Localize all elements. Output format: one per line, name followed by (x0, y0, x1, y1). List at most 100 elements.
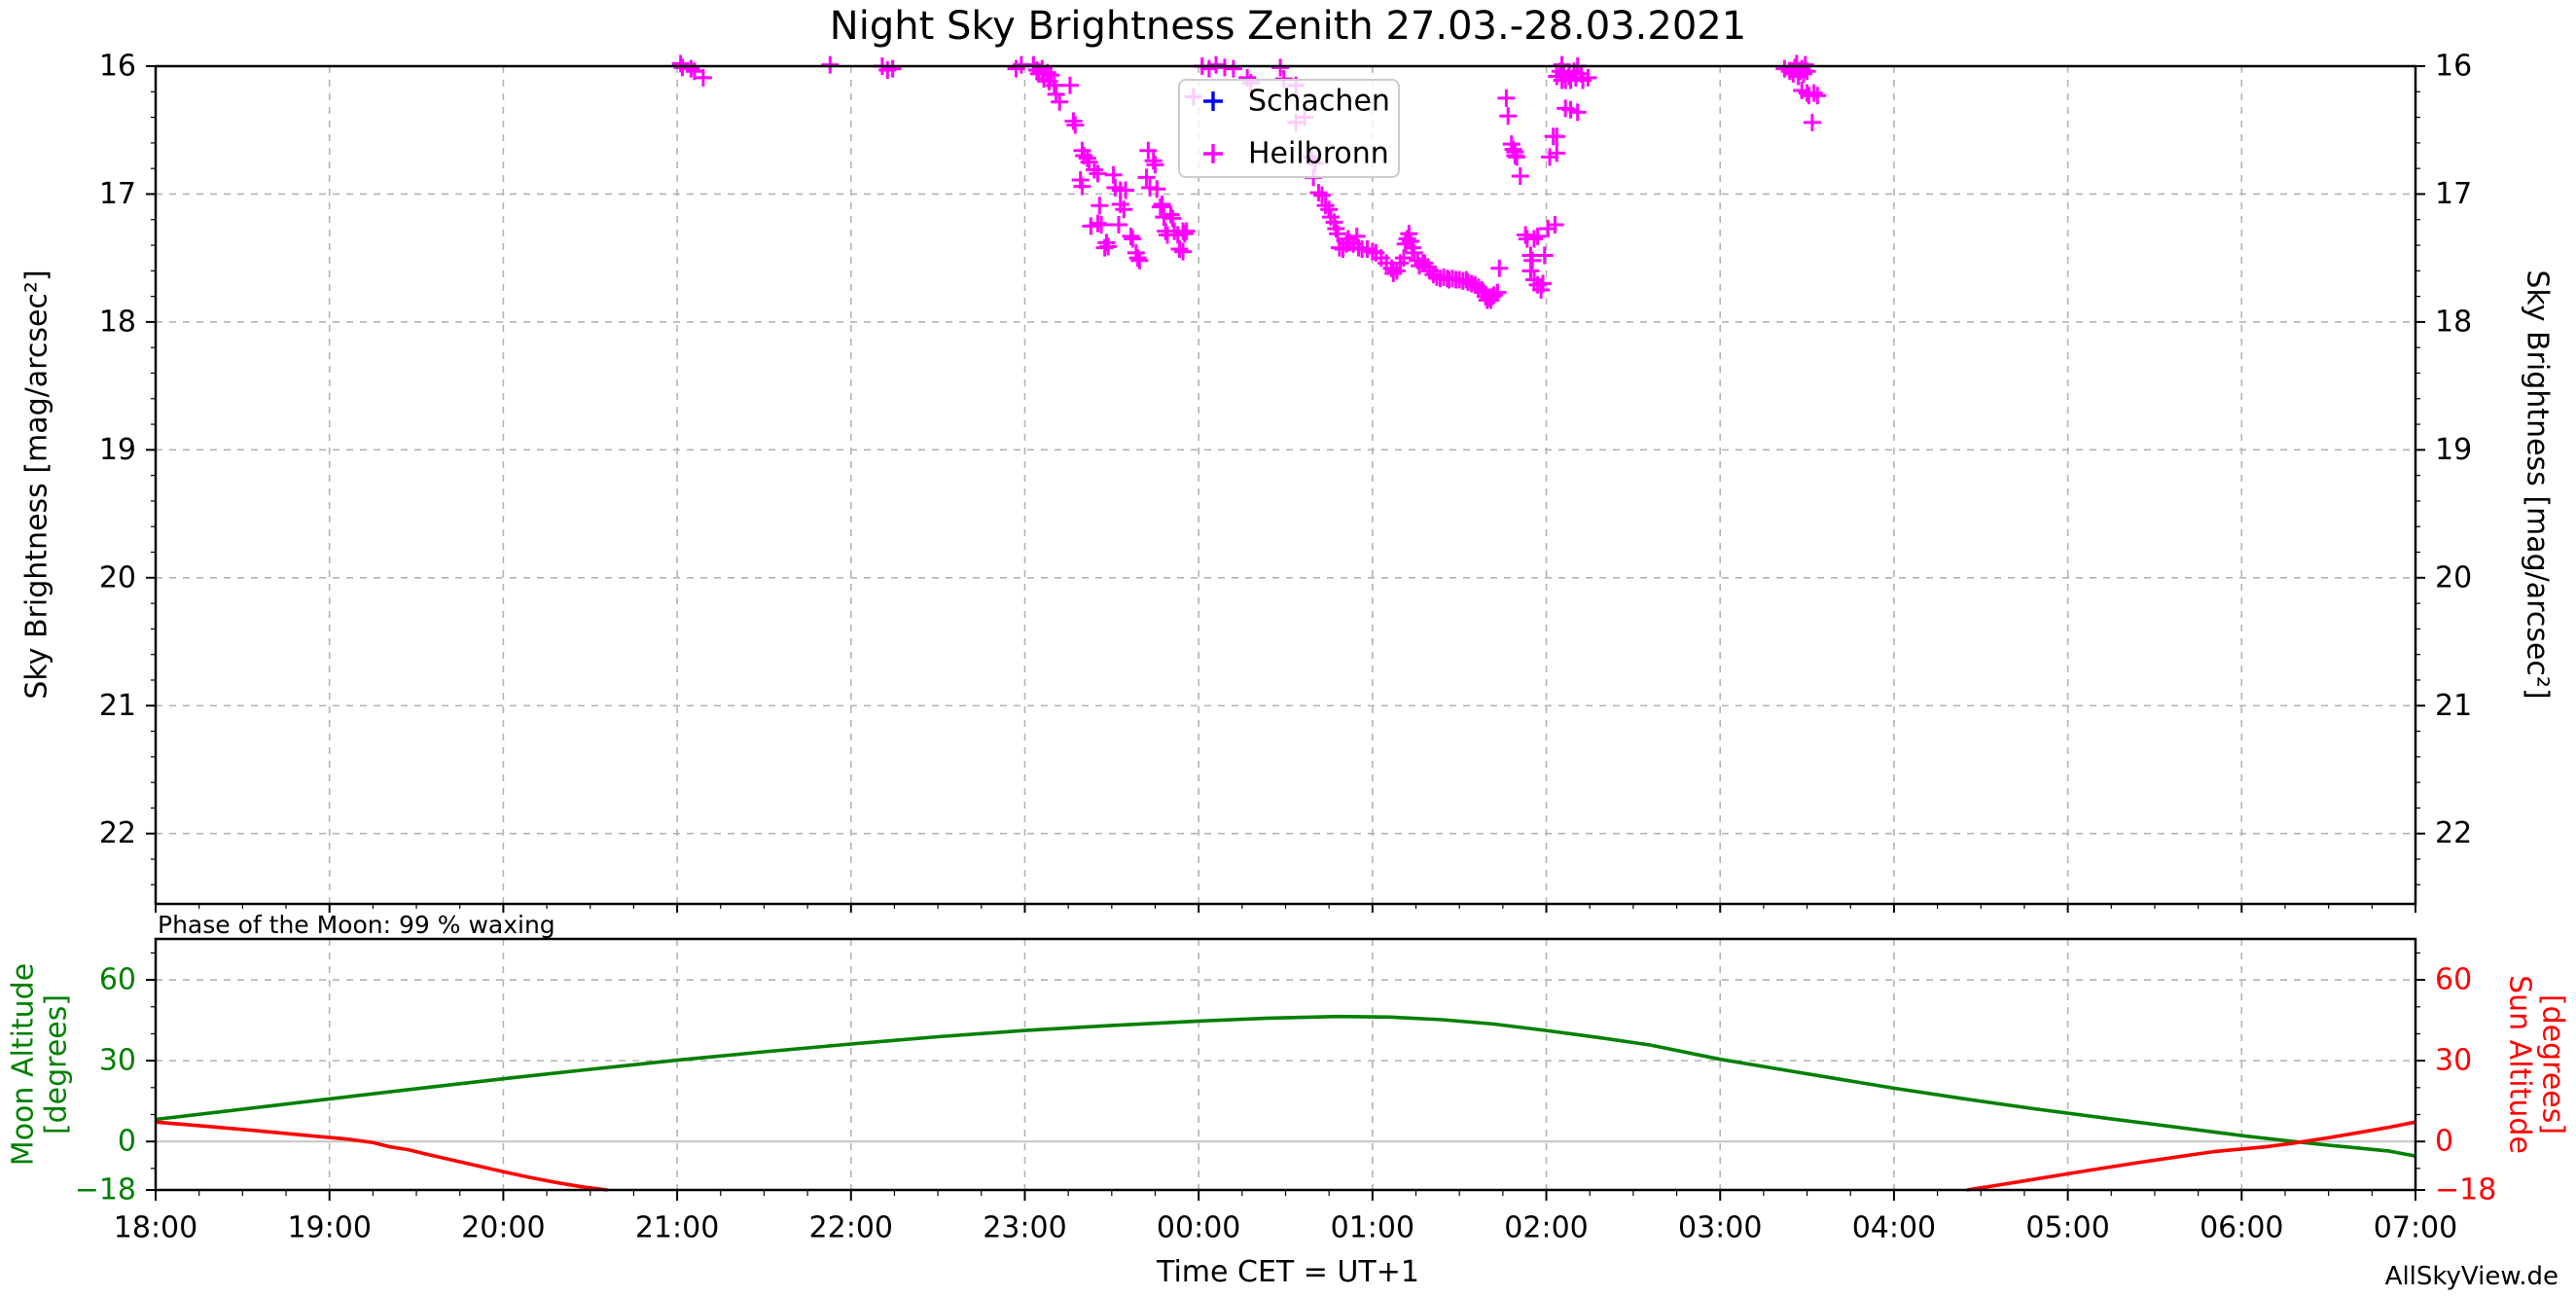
scatter-point (1144, 152, 1163, 170)
sky-brightness-ylabel-right: Sky Brightness [mag/arcsec²] (2520, 270, 2555, 700)
x-tick-label: 18:00 (114, 1211, 197, 1245)
scatter-point (1548, 144, 1566, 162)
sun-y-tick-label: 0 (2435, 1125, 2453, 1159)
scatter-point (1795, 64, 1812, 83)
x-tick-label: 06:00 (2200, 1211, 2283, 1245)
scatter-point (671, 54, 690, 73)
y-tick-label: 18 (2435, 305, 2472, 339)
scatter-point (1523, 251, 1542, 270)
scatter-point (1387, 262, 1406, 280)
scatter-point (1271, 58, 1290, 77)
curve (155, 1014, 2416, 1158)
scatter-point (1122, 227, 1140, 245)
scatter-point (1066, 116, 1085, 134)
x-tick-label: 04:00 (1852, 1211, 1936, 1245)
top-panel-border (154, 64, 2417, 906)
scatter-point (1805, 84, 1823, 102)
scatter-point (1109, 215, 1127, 234)
moon-altitude-ylabel-unit: [degrees] (39, 993, 74, 1135)
x-tick-label: 03:00 (1678, 1211, 1762, 1245)
y-tick-label: 19 (99, 433, 136, 467)
x-tick-label: 20:00 (461, 1211, 545, 1245)
scatter-point (1803, 113, 1821, 131)
scatter-point (1395, 249, 1413, 268)
scatter-point (1808, 87, 1827, 105)
x-tick-label: 21:00 (635, 1211, 719, 1245)
scatter-point (1546, 215, 1564, 234)
sky-brightness-ylabel-left: Sky Brightness [mag/arcsec²] (19, 270, 54, 700)
sun-altitude-ylabel: Sun Altitude (2502, 975, 2537, 1154)
x-tick-label: 05:00 (2025, 1211, 2109, 1245)
scatter-point (1309, 184, 1328, 202)
x-tick-label: 07:00 (2374, 1211, 2457, 1245)
scatter-point (1175, 225, 1194, 243)
scatter-point (1051, 92, 1069, 111)
y-tick-label: 16 (2435, 50, 2472, 84)
scatter-point (1078, 149, 1096, 167)
scatter-point (1579, 68, 1597, 87)
scatter-point (1045, 76, 1063, 94)
scatter-point (1203, 144, 1223, 163)
scatter-point (1329, 225, 1347, 243)
legend: Schachen Heilbronn (1178, 79, 1400, 178)
scatter-point (1535, 246, 1554, 265)
scatter-point (1174, 242, 1193, 261)
scatter-point (1384, 264, 1403, 282)
y-tick-label: 22 (2435, 816, 2472, 850)
x-tick-label: 00:00 (1157, 1211, 1240, 1245)
scatter-point (1490, 259, 1509, 277)
series-moon-curve (155, 1014, 2416, 1158)
scatter-point (1528, 227, 1547, 245)
legend-entry: Schachen (1203, 85, 1390, 119)
legend-box (1178, 79, 1400, 178)
scatter-point (1170, 239, 1189, 258)
moon-altitude-ylabel: Moon Altitude (6, 962, 41, 1167)
scatter-point (1400, 225, 1418, 243)
scatter-point (1060, 76, 1079, 94)
scatter-point (1042, 66, 1060, 85)
sun-y-tick-label: 30 (2435, 1044, 2472, 1078)
scatter-point (821, 55, 840, 74)
y-tick-label: 20 (99, 560, 136, 594)
curve (155, 1120, 608, 1192)
sun-altitude-ylabel-unit: [degrees] (2535, 993, 2570, 1135)
scatter-point (1511, 167, 1529, 186)
scatter-point (1508, 148, 1526, 166)
y-tick-label: 21 (2435, 689, 2472, 723)
scatter-point (883, 59, 902, 78)
top-panel-axes: 16 16 17 17 18 18 19 19 20 20 21 21 22 22 (99, 50, 2472, 913)
scatter-point (1097, 234, 1116, 252)
scatter-point (1151, 198, 1169, 216)
scatter-point (1137, 168, 1156, 187)
legend-label: Schachen (1248, 85, 1390, 119)
x-tick-label: 19:00 (287, 1211, 371, 1245)
scatter-point (1525, 230, 1544, 248)
watermark: AllSkyView.de (2384, 1262, 2558, 1291)
scatter-point (1568, 103, 1587, 122)
scatter-point (1092, 215, 1111, 234)
scatter-point (1064, 112, 1083, 130)
scatter-point (1099, 237, 1118, 256)
scatter-point (1177, 222, 1196, 240)
scatter-point (1203, 91, 1223, 111)
x-tick-label: 22:00 (809, 1211, 893, 1245)
y-tick-label: 20 (2435, 560, 2472, 594)
scatter-point (682, 59, 700, 78)
y-tick-label: 22 (99, 816, 136, 850)
scatter-point (1347, 227, 1366, 245)
y-tick-label: 17 (2435, 177, 2472, 211)
scatter-point (1085, 161, 1103, 179)
sun-y-tick-label: −18 (2435, 1173, 2496, 1207)
bottom-panel-grid (156, 939, 2415, 1190)
scatter-point (1499, 107, 1518, 126)
page-title: Night Sky Brightness Zenith 27.03.-28.03… (829, 4, 1747, 49)
scatter-point (1089, 164, 1107, 183)
moon-y-tick-label: 0 (118, 1125, 136, 1159)
x-tick-label: 01:00 (1331, 1211, 1414, 1245)
scatter-point (1521, 262, 1540, 280)
scatter-point (1548, 127, 1566, 146)
scatter-point (1163, 209, 1182, 228)
y-tick-label: 21 (99, 689, 136, 723)
